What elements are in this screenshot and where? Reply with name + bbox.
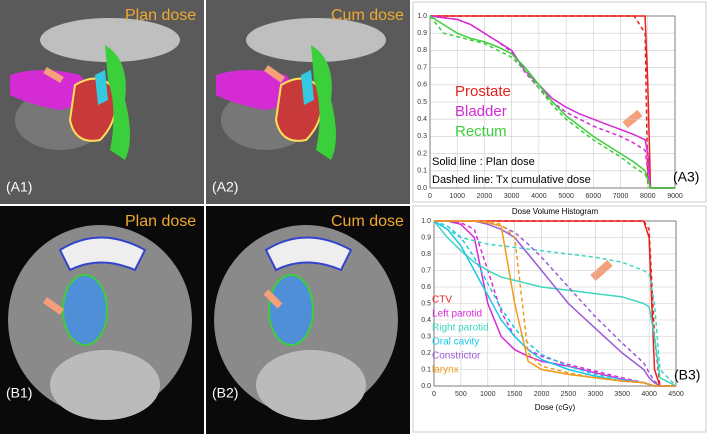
- ct-image-b2: [206, 206, 410, 434]
- y-tick-label: 0.6: [417, 82, 427, 89]
- y-tick-label: 0.1: [421, 366, 431, 373]
- x-tick-label: 5000: [558, 193, 574, 200]
- y-tick-label: 0.2: [417, 150, 427, 157]
- y-tick-label: 0.3: [417, 133, 427, 140]
- panel-title: Plan dose: [125, 213, 196, 230]
- x-tick-label: 1500: [507, 391, 523, 398]
- y-tick-label: 0.0: [417, 185, 427, 192]
- x-tick-label: 9000: [667, 193, 683, 200]
- x-tick-label: 2000: [534, 391, 550, 398]
- x-tick-label: 4000: [641, 391, 657, 398]
- x-tick-label: 0: [432, 391, 436, 398]
- panel-label: (A1): [6, 179, 32, 195]
- series-line: [434, 220, 676, 387]
- panel-label: (B2): [212, 385, 238, 401]
- y-tick-label: 0.8: [421, 251, 431, 258]
- x-tick-label: 4500: [668, 391, 684, 398]
- panel-label: (B3): [674, 367, 700, 383]
- x-tick-label: 1000: [449, 193, 465, 200]
- legend-entry: Oral cavity: [432, 337, 479, 348]
- x-tick-label: 3000: [504, 193, 520, 200]
- x-tick-label: 6000: [586, 193, 602, 200]
- series-line: [433, 220, 677, 387]
- legend-entry: Bladder: [455, 103, 507, 120]
- series-line: [429, 15, 675, 189]
- panel-label: (A3): [673, 169, 699, 185]
- chart-title: Dose Volume Histogram: [512, 207, 599, 216]
- legend-entry: Constrictor: [432, 351, 481, 362]
- y-tick-label: 0.5: [417, 99, 427, 106]
- legend-entry: Right parotid: [432, 323, 489, 334]
- chart-frame: [412, 205, 707, 433]
- y-tick-label: 0.4: [421, 317, 431, 324]
- panel-title: Plan dose: [125, 7, 196, 24]
- panel-label: (B1): [6, 385, 32, 401]
- x-tick-label: 4000: [531, 193, 547, 200]
- x-axis-label: Dose (cGy): [535, 403, 576, 412]
- x-tick-label: 3000: [588, 391, 604, 398]
- series-line: [429, 15, 675, 189]
- y-tick-label: 0.0: [421, 383, 431, 390]
- y-tick-label: 0.8: [417, 47, 427, 54]
- ct-image-a2: [206, 0, 410, 204]
- y-tick-label: 0.7: [417, 64, 427, 71]
- legend-entry: CTV: [432, 295, 452, 306]
- y-tick-label: 1.0: [421, 218, 431, 225]
- series-line: [429, 15, 675, 189]
- x-tick-label: 500: [455, 391, 467, 398]
- panel-title: Cum dose: [331, 213, 404, 230]
- y-tick-label: 0.4: [417, 116, 427, 123]
- annotation: Solid line : Plan dose: [432, 156, 535, 168]
- ct-image-a1: [0, 0, 204, 204]
- y-tick-label: 0.3: [421, 333, 431, 340]
- legend-entry: Left parotid: [432, 309, 482, 320]
- x-tick-label: 8000: [640, 193, 656, 200]
- y-tick-label: 0.5: [421, 300, 431, 307]
- x-tick-label: 0: [428, 193, 432, 200]
- y-tick-label: 1.0: [417, 13, 427, 20]
- x-tick-label: 3500: [614, 391, 630, 398]
- annotation: Dashed line: Tx cumulative dose: [432, 174, 591, 186]
- series-line: [433, 220, 677, 387]
- x-tick-label: 1000: [480, 391, 496, 398]
- ct-image-b1: [0, 206, 204, 434]
- y-tick-label: 0.6: [421, 284, 431, 291]
- x-tick-label: 2000: [477, 193, 493, 200]
- x-tick-label: 7000: [613, 193, 629, 200]
- panel-label: (A2): [212, 179, 238, 195]
- y-tick-label: 0.1: [417, 168, 427, 175]
- y-tick-label: 0.9: [417, 30, 427, 37]
- legend-entry: Prostate: [455, 83, 511, 100]
- series-line: [430, 15, 675, 189]
- y-tick-label: 0.9: [421, 234, 431, 241]
- legend-entry: Rectum: [455, 123, 507, 140]
- y-tick-label: 0.2: [421, 350, 431, 357]
- y-tick-label: 0.7: [421, 267, 431, 274]
- legend-entry: larynx: [432, 365, 459, 376]
- x-tick-label: 2500: [561, 391, 577, 398]
- panel-title: Cum dose: [331, 7, 404, 24]
